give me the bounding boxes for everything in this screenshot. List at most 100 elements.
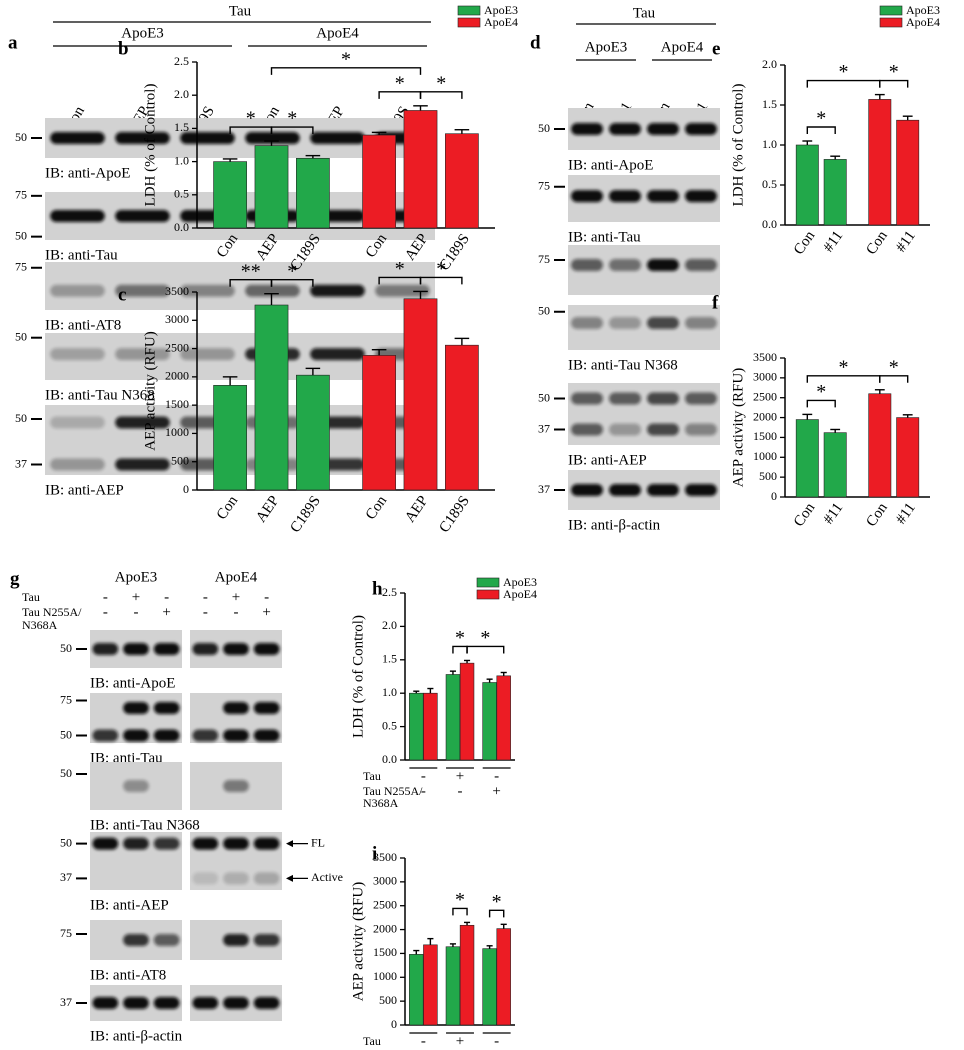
significance-bracket: [806, 126, 836, 134]
panel-letter: c: [118, 284, 126, 305]
band: [245, 284, 300, 297]
y-axis-label: AEP activity (RFU): [350, 882, 366, 1001]
y-tick-label: 0.5: [174, 187, 189, 201]
band: [647, 317, 679, 329]
panel-letter: b: [118, 38, 129, 59]
significance-label: *: [395, 258, 405, 280]
band: [180, 132, 235, 144]
y-tick-label: 500: [379, 993, 397, 1007]
band: [253, 997, 280, 1009]
condition-value: -: [421, 1048, 426, 1050]
band: [92, 729, 119, 742]
band: [223, 934, 249, 946]
band: [153, 837, 180, 850]
band: [310, 284, 365, 297]
error-bar: [427, 937, 434, 945]
significance-label: *: [455, 889, 465, 911]
y-tick-label: 500: [171, 453, 189, 467]
significance-label: **: [241, 260, 261, 282]
y-tick-label: 3500: [753, 350, 777, 364]
condition-value: +: [132, 589, 140, 605]
ib-label: IB: anti-Tau N368: [45, 387, 155, 403]
bar: [254, 304, 289, 491]
condition-name: N368A: [22, 618, 58, 632]
band: [647, 190, 679, 203]
error-bar: [413, 105, 428, 111]
panel-letter: f: [712, 292, 719, 313]
band: [50, 284, 105, 297]
legend-swatch: [476, 577, 500, 588]
band: [115, 348, 170, 361]
band: [223, 997, 249, 1009]
bar: [795, 419, 819, 498]
marker-label: 37: [538, 421, 550, 435]
x-tick-label: Con: [863, 500, 891, 530]
bar: [482, 682, 497, 761]
condition-value: -: [264, 589, 269, 605]
condition-value: -: [234, 604, 239, 620]
y-tick-label: 1500: [165, 397, 189, 411]
error-bar: [830, 428, 841, 433]
error-bar: [874, 389, 885, 394]
bar: [896, 417, 920, 498]
significance-label: *: [889, 61, 899, 83]
band: [115, 210, 170, 222]
condition-value: +: [162, 604, 170, 620]
x-tick-label: Con: [363, 493, 391, 523]
error-bar: [500, 671, 507, 676]
band: [223, 702, 249, 714]
group-label: ApoE3: [115, 569, 158, 585]
significance-label: *: [889, 356, 899, 378]
band: [123, 837, 149, 850]
error-bar: [874, 93, 885, 100]
y-tick-label: 0.0: [174, 220, 189, 234]
y-axis-label: LDH (% of Control): [730, 84, 746, 207]
band: [50, 210, 105, 222]
marker-label: 37: [60, 995, 72, 1009]
band: [123, 702, 149, 714]
band: [310, 348, 365, 361]
band: [310, 132, 365, 144]
marker-label: 75: [15, 188, 27, 202]
y-tick-label: 1.5: [382, 652, 397, 666]
condition-value: -: [134, 604, 139, 620]
bar: [496, 675, 511, 761]
arrow-head: [286, 840, 293, 848]
band: [571, 392, 603, 405]
x-tick-label: Con: [214, 493, 242, 523]
ib-label: IB: anti-Tau: [568, 229, 641, 245]
band: [571, 423, 603, 436]
significance-label: *: [839, 356, 849, 378]
marker-label: 37: [538, 482, 550, 496]
group-label: ApoE4: [215, 569, 258, 585]
panel-letter: g: [10, 568, 20, 589]
condition-value: +: [492, 1048, 500, 1050]
significance-label: *: [839, 61, 849, 83]
error-bar: [427, 687, 434, 694]
marker-label: 50: [60, 835, 72, 849]
error-bar: [305, 154, 321, 159]
band: [223, 643, 249, 655]
band: [685, 392, 717, 405]
error-bar: [264, 140, 279, 146]
band: [223, 837, 249, 850]
band: [115, 416, 170, 429]
error-bar: [222, 158, 238, 162]
significance-label: *: [287, 108, 297, 130]
band: [50, 458, 105, 471]
legend-swatch: [879, 5, 903, 16]
y-axis-label: LDH (% of Control): [350, 615, 366, 738]
bar: [823, 159, 847, 226]
y-tick-label: 1.0: [382, 685, 397, 699]
bar: [254, 145, 289, 229]
condition-value: -: [494, 768, 499, 784]
band: [571, 259, 603, 271]
band: [192, 872, 219, 885]
band: [153, 643, 180, 655]
bar: [482, 948, 497, 1026]
bar: [362, 134, 396, 229]
bar: [459, 924, 475, 1026]
error-bar: [486, 945, 493, 949]
band: [609, 259, 641, 271]
marker-label: 75: [538, 179, 550, 193]
